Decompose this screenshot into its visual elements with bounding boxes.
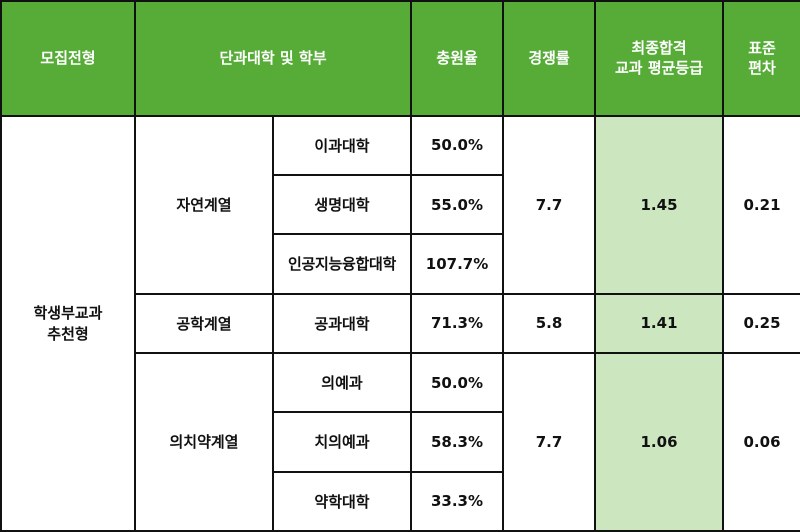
dept-name: 생명대학	[271, 173, 413, 236]
table-row: 공학계열 공과대학 71.3% 5.8 1.41 0.25	[1, 292, 800, 354]
fill-rate: 33.3%	[410, 470, 505, 532]
fill-rate: 55.0%	[410, 173, 505, 236]
fill-rate: 58.3%	[410, 411, 505, 473]
std-dev: 0.25	[722, 292, 800, 354]
dept-name: 인공지능융합대학	[271, 233, 413, 295]
header-row: 모집전형 단과대학 및 학부 충원율 경쟁률 최종합격 교과 평균등급 표준 편…	[0, 0, 800, 117]
final-grade: 1.41	[594, 292, 725, 354]
final-grade: 1.06	[594, 351, 725, 532]
header-final-grade-line2: 교과 평균등급	[615, 59, 704, 78]
fill-rate: 71.3%	[410, 292, 505, 354]
table-row: 생명대학 55.0%	[1, 173, 800, 236]
header-final-grade-line1: 최종합격	[631, 39, 687, 58]
competition-ratio: 7.7	[502, 114, 597, 295]
fill-rate: 50.0%	[410, 114, 505, 176]
admission-type-cell: 학생부교과 추천형	[0, 114, 136, 532]
table-row: 치의예과 58.3%	[1, 411, 800, 473]
header-final-grade: 최종합격 교과 평균등급	[594, 0, 725, 117]
std-dev: 0.06	[722, 351, 800, 532]
admission-type-line1: 학생부교과	[33, 304, 103, 323]
table-row: 의치약계열 의예과 50.0% 7.7 1.06 0.06	[1, 351, 800, 532]
header-stddev-line1: 표준	[748, 39, 776, 58]
fill-rate: 107.7%	[410, 233, 505, 295]
header-type: 모집전형	[0, 0, 136, 117]
std-dev: 0.21	[722, 114, 800, 295]
admission-type-line2: 추천형	[47, 325, 89, 344]
final-grade: 1.45	[594, 114, 725, 295]
group-name: 자연계열	[134, 114, 274, 295]
dept-name: 의예과	[271, 351, 413, 414]
dept-name: 이과대학	[271, 114, 413, 176]
header-competition: 경쟁률	[502, 0, 597, 117]
fill-rate: 50.0%	[410, 351, 505, 414]
group-name: 공학계열	[134, 292, 274, 354]
dept-name: 약학대학	[271, 470, 413, 532]
header-fill-rate: 충원율	[410, 0, 505, 117]
table-row: 약학대학 33.3%	[1, 470, 800, 532]
dept-name: 공과대학	[271, 292, 413, 354]
header-stddev-line2: 편차	[748, 59, 776, 78]
header-stddev: 표준 편차	[722, 0, 800, 117]
competition-ratio: 7.7	[502, 351, 597, 532]
header-college: 단과대학 및 학부	[133, 0, 413, 117]
competition-ratio: 5.8	[502, 292, 597, 354]
group-name: 의치약계열	[134, 351, 274, 532]
table-row: 학생부교과 추천형 자연계열 이과대학 50.0% 7.7 1.45 0.21	[0, 114, 800, 532]
table-row: 인공지능융합대학 107.7%	[1, 233, 800, 295]
dept-name: 치의예과	[271, 411, 413, 473]
